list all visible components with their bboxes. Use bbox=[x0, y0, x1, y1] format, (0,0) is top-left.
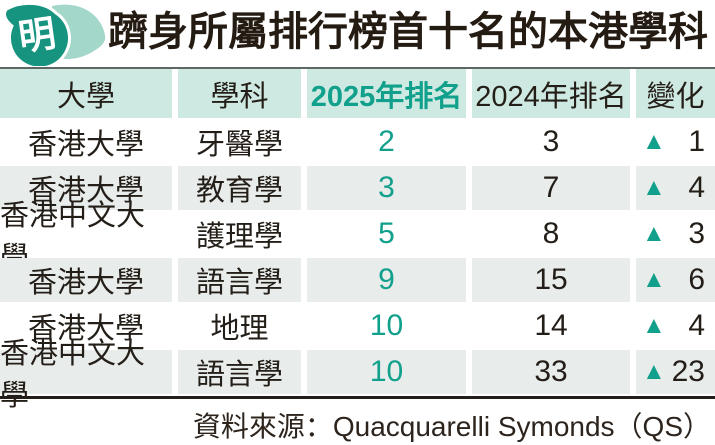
cell-university: 香港大學 bbox=[0, 258, 172, 302]
cell-rank-2024: 15 bbox=[472, 258, 630, 302]
mingpao-logo-icon: 明 bbox=[3, 1, 106, 70]
cell-university: 香港大學 bbox=[0, 166, 172, 210]
change-value: 4 bbox=[688, 309, 705, 342]
cell-change: ▲ 3 bbox=[636, 212, 715, 256]
cell-change: ▲ 6 bbox=[636, 258, 715, 302]
cell-rank-2025: 9 bbox=[307, 258, 466, 302]
cell-subject: 地理 bbox=[178, 304, 301, 348]
logo-character: 明 bbox=[16, 13, 58, 59]
cell-rank-2024: 33 bbox=[472, 350, 630, 394]
cell-change: ▲ 4 bbox=[636, 304, 715, 348]
cell-change: ▲ 1 bbox=[636, 120, 715, 164]
change-value: 23 bbox=[671, 355, 705, 388]
cell-rank-2025: 10 bbox=[307, 350, 466, 394]
table-row: 香港中文大學 語言學 10 33 ▲ 23 bbox=[0, 338, 715, 412]
cell-university: 香港大學 bbox=[0, 304, 172, 348]
cell-subject: 護理學 bbox=[178, 212, 301, 256]
cell-change: ▲ 4 bbox=[636, 166, 715, 210]
cell-subject: 語言學 bbox=[178, 258, 301, 302]
up-triangle-icon: ▲ bbox=[642, 358, 666, 385]
cell-university: 香港大學 bbox=[0, 120, 172, 164]
cell-rank-2025: 10 bbox=[307, 304, 466, 348]
cell-subject: 語言學 bbox=[178, 350, 301, 394]
cell-change: ▲ 23 bbox=[636, 350, 715, 394]
table-bottom-rule bbox=[0, 396, 715, 399]
table-row: 香港大學 教育學 3 7 ▲ 4 bbox=[0, 166, 715, 210]
table-row: 香港大學 牙醫學 2 3 ▲ 1 bbox=[0, 120, 715, 164]
header-subject: 學科 bbox=[178, 69, 301, 118]
header-rank-2025: 2025年排名 bbox=[307, 69, 466, 118]
up-triangle-icon: ▲ bbox=[642, 266, 666, 293]
cell-rank-2024: 7 bbox=[472, 166, 630, 210]
table-top-rule bbox=[0, 67, 715, 69]
table-row: 香港大學 語言學 9 15 ▲ 6 bbox=[0, 258, 715, 302]
cell-rank-2024: 14 bbox=[472, 304, 630, 348]
up-triangle-icon: ▲ bbox=[642, 220, 666, 247]
ranking-table: 大學 學科 2025年排名 2024年排名 變化 香港大學 牙醫學 2 3 ▲ … bbox=[0, 69, 715, 412]
page-title: 躋身所屬排行榜首十名的本港學科 bbox=[108, 10, 708, 54]
header-change: 變化 bbox=[636, 69, 715, 118]
cell-rank-2025: 2 bbox=[307, 120, 466, 164]
cell-subject: 教育學 bbox=[178, 166, 301, 210]
header-rank-2024: 2024年排名 bbox=[472, 69, 630, 118]
cell-university: 香港中文大學 bbox=[0, 338, 172, 412]
header-university: 大學 bbox=[0, 69, 172, 118]
table-body: 香港大學 牙醫學 2 3 ▲ 1 香港大學 教育學 3 7 ▲ 4 香港中文大學… bbox=[0, 120, 715, 412]
change-value: 4 bbox=[688, 171, 705, 204]
cell-university: 香港中文大學 bbox=[0, 200, 172, 274]
table-row: 香港中文大學 護理學 5 8 ▲ 3 bbox=[0, 200, 715, 274]
masthead: 明 躋身所屬排行榜首十名的本港學科 bbox=[0, 0, 715, 70]
cell-rank-2025: 5 bbox=[307, 212, 466, 256]
cell-rank-2024: 8 bbox=[472, 212, 630, 256]
cell-rank-2024: 3 bbox=[472, 120, 630, 164]
cell-subject: 牙醫學 bbox=[178, 120, 301, 164]
change-value: 6 bbox=[688, 263, 705, 296]
change-value: 1 bbox=[688, 125, 705, 158]
source-note: 資料來源：Quacquarelli Symonds（QS） bbox=[192, 411, 711, 442]
up-triangle-icon: ▲ bbox=[642, 174, 666, 201]
table-row: 香港大學 地理 10 14 ▲ 4 bbox=[0, 304, 715, 348]
table-header-row: 大學 學科 2025年排名 2024年排名 變化 bbox=[0, 69, 715, 118]
up-triangle-icon: ▲ bbox=[642, 128, 666, 155]
mingpao-logo: 明 bbox=[0, 0, 108, 70]
change-value: 3 bbox=[688, 217, 705, 250]
cell-rank-2025: 3 bbox=[307, 166, 466, 210]
up-triangle-icon: ▲ bbox=[642, 312, 666, 339]
